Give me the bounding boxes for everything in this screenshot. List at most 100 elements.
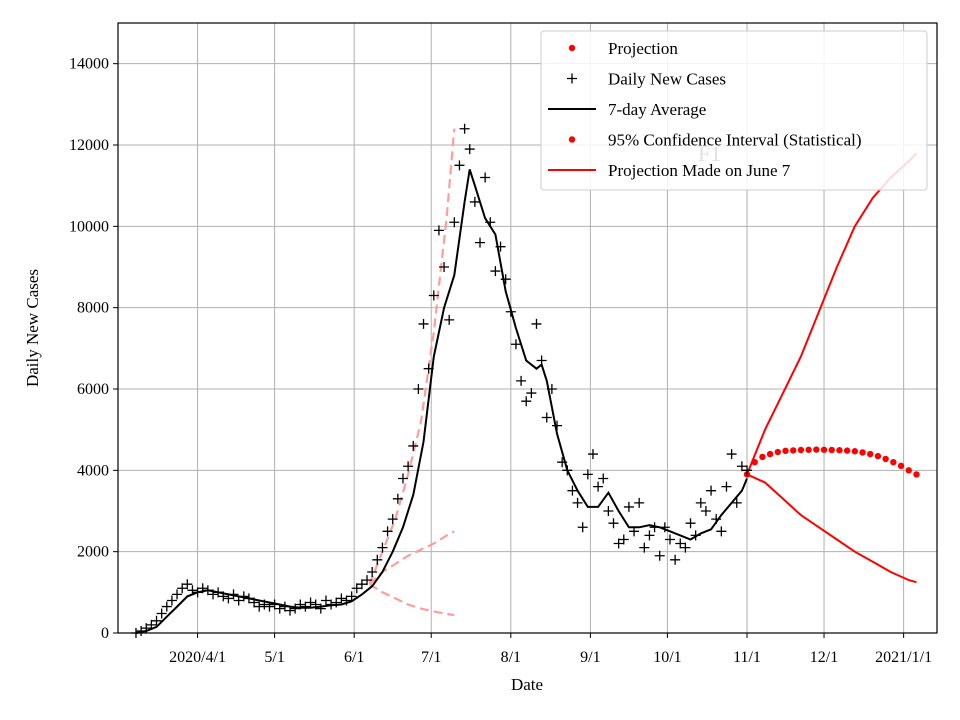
daily-case-marker xyxy=(362,575,373,586)
daily-case-marker xyxy=(346,591,357,602)
daily-case-marker xyxy=(572,497,583,508)
daily-case-marker xyxy=(341,595,352,606)
daily-case-marker xyxy=(161,601,172,612)
daily-case-marker xyxy=(305,597,316,608)
daily-case-marker xyxy=(269,599,280,610)
daily-case-marker xyxy=(690,530,701,541)
x-tick-label: 7/1 xyxy=(421,649,441,666)
daily-case-marker xyxy=(670,554,681,565)
daily-case-marker xyxy=(546,384,557,394)
projection-point xyxy=(890,459,897,466)
plot-points xyxy=(130,123,920,638)
daily-case-marker xyxy=(485,217,496,228)
legend-marker-dot xyxy=(568,44,576,52)
x-tick-label: 5/1 xyxy=(264,649,284,666)
daily-case-marker xyxy=(207,589,218,600)
daily-case-marker xyxy=(603,506,614,516)
daily-case-marker xyxy=(644,530,655,541)
legend-label: Projection xyxy=(608,39,678,58)
daily-case-marker xyxy=(639,542,650,553)
x-tick-label: 12/1 xyxy=(810,649,838,666)
x-tick-label: 8/1 xyxy=(501,649,521,666)
projection-point xyxy=(913,471,920,478)
daily-case-marker xyxy=(310,599,321,610)
projection-point xyxy=(851,448,859,455)
daily-case-marker xyxy=(742,465,753,476)
daily-case-marker xyxy=(264,601,275,612)
daily-case-marker xyxy=(172,589,183,600)
daily-case-marker xyxy=(418,318,429,329)
daily-case-marker xyxy=(146,619,157,630)
projection-point xyxy=(897,462,905,470)
daily-case-marker xyxy=(505,306,516,317)
annotation-label: F1 xyxy=(698,141,721,166)
daily-case-marker xyxy=(649,522,660,533)
daily-case-marker xyxy=(608,518,619,529)
legend-label: 95% Confidence Interval (Statistical) xyxy=(608,131,862,150)
projection-point xyxy=(797,446,805,454)
daily-case-marker xyxy=(495,241,506,252)
x-axis: 2020/4/1 5/1 6/1 7/1 8/1 9/1 10/1 11/1 12/1 2021/… xyxy=(169,633,932,666)
daily-case-marker xyxy=(552,420,563,431)
daily-case-marker xyxy=(182,579,193,590)
projection-point xyxy=(828,446,835,454)
x-tick-label: 2020/4/1 xyxy=(169,649,226,666)
daily-case-marker xyxy=(577,522,588,533)
daily-case-marker xyxy=(320,595,331,606)
y-tick-label: 14000 xyxy=(69,56,109,73)
daily-case-marker xyxy=(197,583,208,594)
daily-case-marker xyxy=(392,493,403,504)
daily-case-marker xyxy=(202,585,213,596)
y-tick-label: 10000 xyxy=(69,218,109,235)
daily-case-marker xyxy=(469,196,480,207)
daily-case-marker xyxy=(685,518,696,529)
x-tick-label: 10/1 xyxy=(653,649,681,666)
legend-box xyxy=(540,30,928,191)
projection-point xyxy=(759,453,766,461)
projection-point xyxy=(813,446,820,453)
daily-case-marker xyxy=(218,591,229,602)
daily-case-marker xyxy=(187,585,198,596)
daily-case-marker xyxy=(156,608,167,619)
daily-case-marker xyxy=(711,514,722,525)
daily-case-marker xyxy=(582,469,593,480)
daily-case-marker xyxy=(659,522,670,533)
daily-case-marker xyxy=(243,593,254,604)
daily-case-marker xyxy=(315,603,326,614)
daily-case-marker xyxy=(721,481,732,492)
daily-case-marker xyxy=(351,583,362,594)
june7-projection-line xyxy=(368,128,456,585)
daily-case-marker xyxy=(731,497,742,508)
y-tick-label: 12000 xyxy=(69,137,109,154)
daily-case-marker xyxy=(444,314,455,325)
daily-case-marker xyxy=(562,465,573,476)
daily-case-marker xyxy=(587,449,598,460)
daily-case-marker xyxy=(372,554,383,565)
daily-case-marker xyxy=(223,593,234,604)
legend-label: Projection Made on June 7 xyxy=(608,161,791,180)
y-tick-label: 2000 xyxy=(77,544,109,561)
x-tick-label: 6/1 xyxy=(344,649,364,666)
projection-point xyxy=(766,450,774,458)
daily-case-marker xyxy=(141,623,152,634)
daily-case-marker xyxy=(557,457,568,468)
daily-case-marker xyxy=(295,599,306,610)
daily-case-marker xyxy=(598,473,609,484)
y-tick-label: 0 xyxy=(101,625,109,642)
daily-case-marker xyxy=(623,501,634,512)
daily-case-marker xyxy=(249,597,260,608)
june7-upper-line xyxy=(368,530,455,585)
daily-case-marker xyxy=(475,237,486,248)
daily-case-marker xyxy=(464,144,475,155)
daily-case-marker xyxy=(654,550,665,561)
daily-case-marker xyxy=(531,318,542,329)
daily-case-marker xyxy=(500,274,511,285)
projection-point xyxy=(867,450,874,458)
y-tick-label: 6000 xyxy=(77,381,109,398)
y-axis-label: Daily New Cases xyxy=(23,269,42,387)
daily-case-marker xyxy=(536,355,547,366)
y-axis: 0 2000 4000 6000 8000 10000 12000 14000 xyxy=(69,56,118,642)
projection-point xyxy=(905,467,912,474)
projection-point xyxy=(874,452,882,460)
